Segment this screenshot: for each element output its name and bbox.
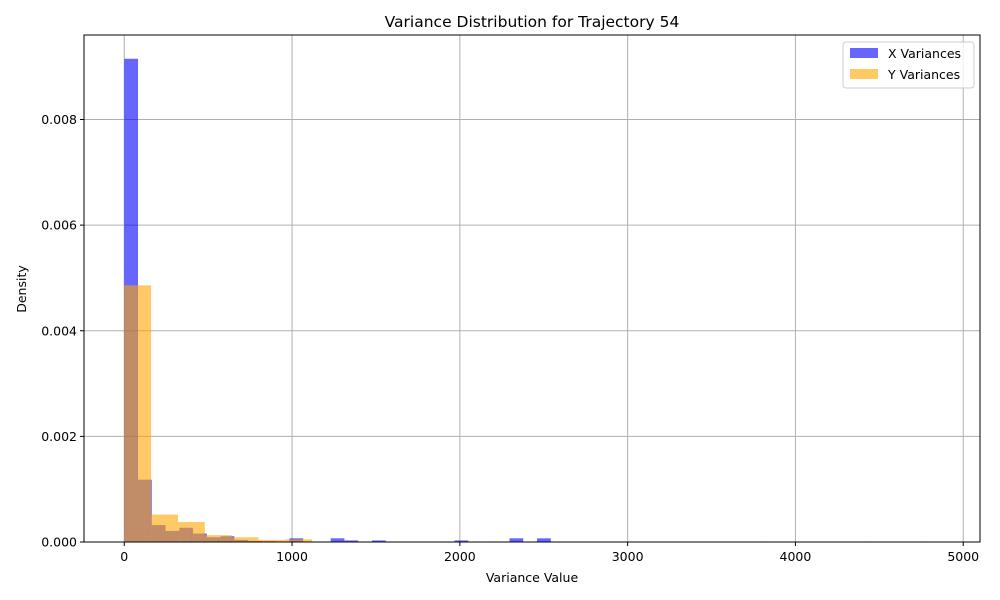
- bar-y-variances-3: [165, 515, 178, 542]
- legend-label-x-variances: X Variances: [888, 46, 961, 61]
- x-tick-label-3: 3000: [612, 549, 644, 564]
- y-tick-label-3: 0.006: [41, 218, 77, 233]
- x-tick-label-1: 1000: [276, 549, 308, 564]
- histogram-bars: [124, 59, 929, 542]
- bar-y-variances-6: [205, 535, 218, 542]
- y-tick-label-2: 0.004: [41, 323, 77, 338]
- axis-ticks: 0 1000 2000 3000 4000 5000 0.000 0.002 0.004 0.00…: [41, 112, 979, 564]
- legend-swatch-y-variances: [850, 69, 878, 79]
- chart-title: Variance Distribution for Trajectory 54: [385, 13, 680, 31]
- x-tick-label-2: 2000: [444, 549, 476, 564]
- x-tick-label-5: 5000: [947, 549, 979, 564]
- grid-lines: [84, 35, 980, 542]
- x-tick-label-4: 4000: [780, 549, 812, 564]
- bar-y-variances-2: [151, 515, 164, 542]
- x-axis-label: Variance Value: [486, 570, 579, 585]
- bar-y-variances-9: [245, 537, 258, 542]
- y-tick-label-1: 0.002: [41, 429, 77, 444]
- bar-y-variances-4: [178, 522, 191, 542]
- plot-frame: [84, 35, 980, 542]
- legend: X Variances Y Variances: [843, 42, 974, 88]
- y-tick-label-0: 0.000: [41, 535, 77, 550]
- y-axis-label: Density: [14, 265, 29, 313]
- bar-y-variances-1: [138, 285, 151, 542]
- x-tick-label-0: 0: [120, 549, 128, 564]
- y-tick-label-4: 0.008: [41, 112, 77, 127]
- legend-label-y-variances: Y Variances: [887, 67, 960, 82]
- legend-swatch-x-variances: [850, 48, 878, 58]
- bar-y-variances-7: [218, 535, 231, 542]
- bar-x-variances-30: [537, 538, 551, 542]
- bar-y-variances-5: [191, 522, 204, 542]
- bar-y-variances-0: [124, 285, 137, 542]
- bar-y-variances-8: [232, 537, 245, 542]
- bar-x-variances-28: [510, 538, 524, 542]
- bar-x-variances-15: [331, 538, 345, 542]
